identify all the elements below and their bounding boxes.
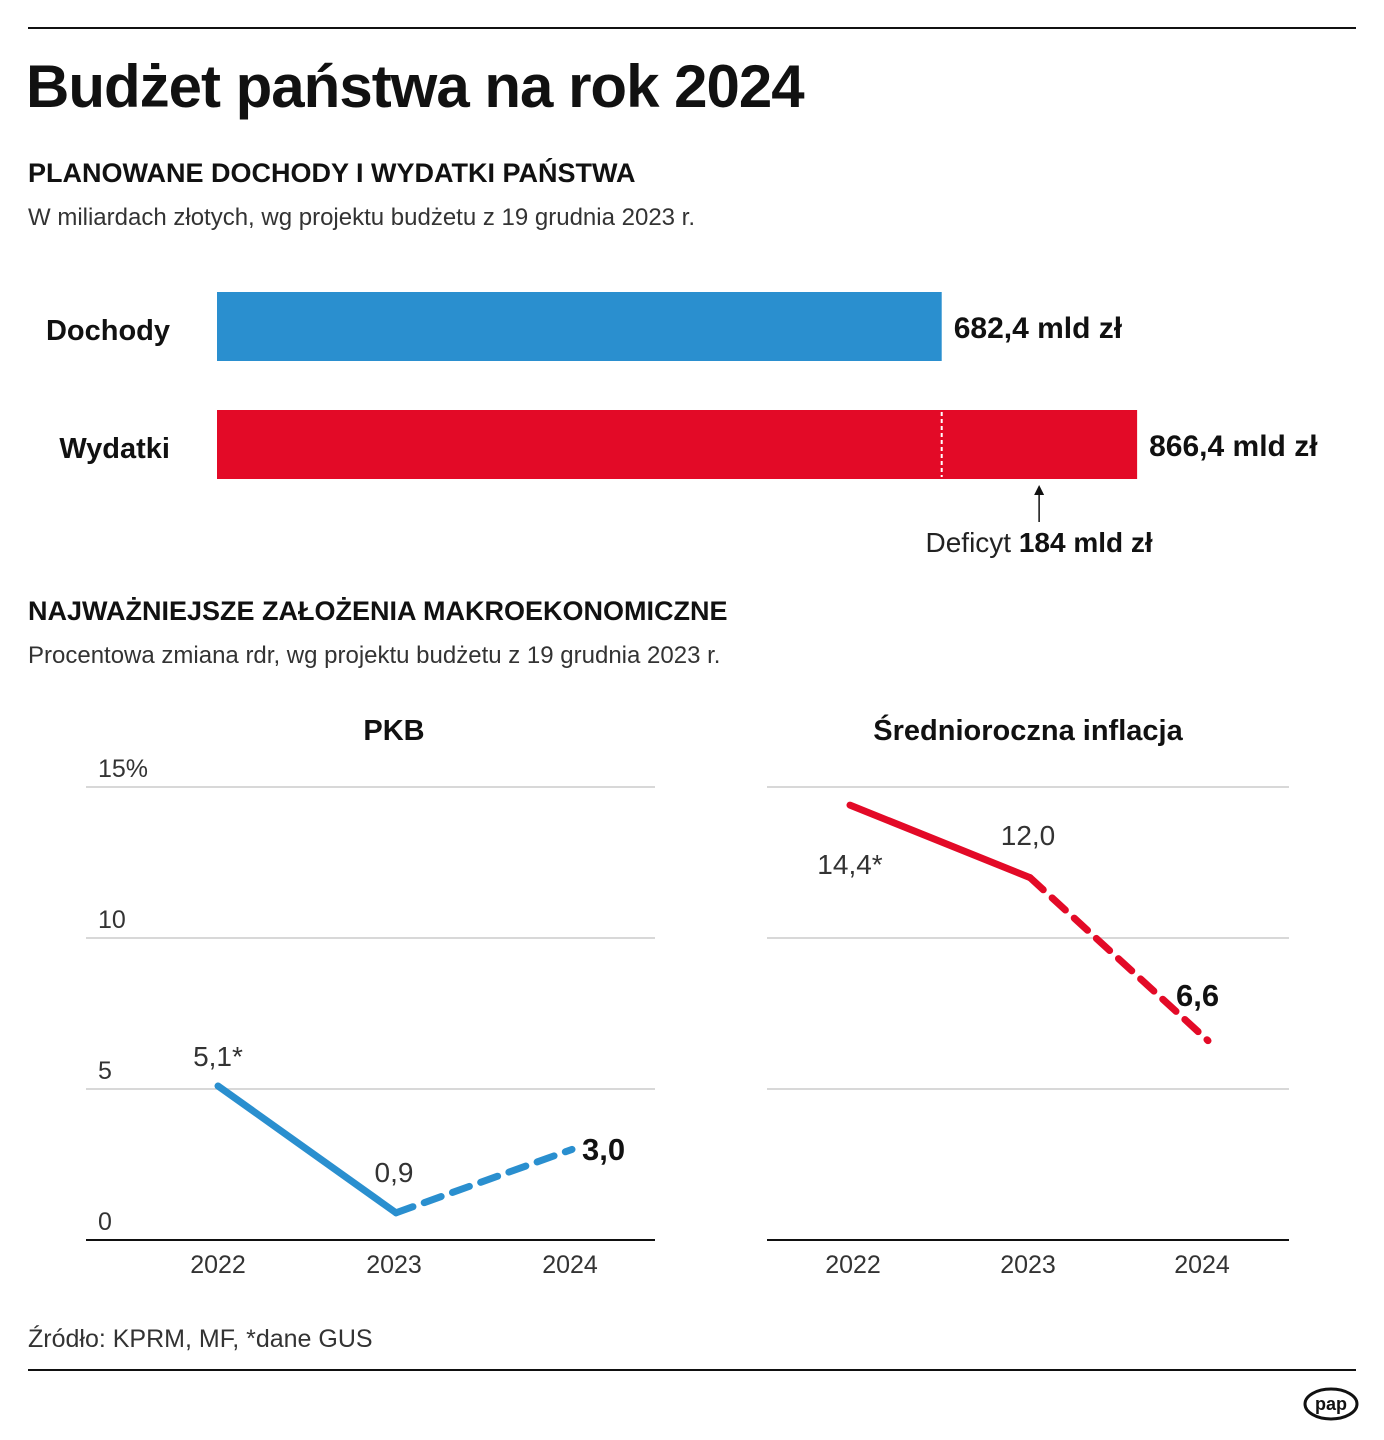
pap-logo bbox=[1303, 1387, 1359, 1421]
data-label: 6,6 bbox=[1176, 978, 1219, 1013]
x-tick-label: 2023 bbox=[1000, 1251, 1056, 1279]
x-tick-label: 2023 bbox=[366, 1251, 422, 1279]
bar-category-label: Wydatki bbox=[59, 433, 170, 465]
y-tick-label: 0 bbox=[98, 1208, 112, 1236]
data-label: 3,0 bbox=[582, 1132, 625, 1167]
data-label: 14,4* bbox=[817, 849, 882, 880]
line-chart-title: PKB bbox=[363, 715, 424, 747]
deficit-label: Deficyt bbox=[926, 527, 1019, 558]
bar-category-label: Dochody bbox=[46, 315, 170, 347]
deficit-arrowhead bbox=[1034, 485, 1045, 495]
data-label: 0,9 bbox=[375, 1157, 414, 1188]
bar-dochody bbox=[217, 292, 942, 361]
y-tick-label: 10 bbox=[98, 906, 126, 934]
data-label: 5,1* bbox=[193, 1041, 243, 1072]
series-line-forecast bbox=[1026, 874, 1212, 1045]
bar-wydatki bbox=[217, 410, 1138, 479]
deficit-annotation: Deficyt 184 mld zł bbox=[926, 527, 1153, 558]
series-line-actual bbox=[214, 1082, 400, 1217]
line-chart-title: Średnioroczna inflacja bbox=[873, 713, 1183, 747]
pap-logo-text: pap bbox=[1315, 1394, 1347, 1414]
x-tick-label: 2024 bbox=[542, 1251, 598, 1279]
top-rule bbox=[28, 27, 1356, 29]
x-tick-label: 2022 bbox=[190, 1251, 246, 1279]
section1-subtitle: W miliardach złotych, wg projektu budżet… bbox=[28, 204, 696, 231]
bar-value-label: 866,4 mld zł bbox=[1149, 430, 1318, 463]
section2-heading: NAJWAŻNIEJSZE ZAŁOŻENIA MAKROEKONOMICZNE bbox=[28, 596, 728, 626]
series-line-actual bbox=[846, 801, 1034, 882]
section1-heading: PLANOWANE DOCHODY I WYDATKI PAŃSTWA bbox=[28, 158, 636, 188]
x-tick-label: 2024 bbox=[1174, 1251, 1230, 1279]
page-title: Budżet państwa na rok 2024 bbox=[26, 53, 805, 120]
deficit-value: 184 mld zł bbox=[1019, 527, 1153, 558]
y-tick-label: 15% bbox=[98, 755, 148, 783]
x-tick-label: 2022 bbox=[825, 1251, 881, 1279]
bottom-rule bbox=[28, 1369, 1356, 1371]
section2-subtitle: Procentowa zmiana rdr, wg projektu budże… bbox=[28, 642, 721, 669]
data-label: 12,0 bbox=[1001, 820, 1056, 851]
bar-value-label: 682,4 mld zł bbox=[954, 312, 1123, 345]
y-tick-label: 5 bbox=[98, 1057, 112, 1085]
source-note: Źródło: KPRM, MF, *dane GUS bbox=[28, 1325, 373, 1353]
series-line-forecast bbox=[392, 1145, 576, 1217]
